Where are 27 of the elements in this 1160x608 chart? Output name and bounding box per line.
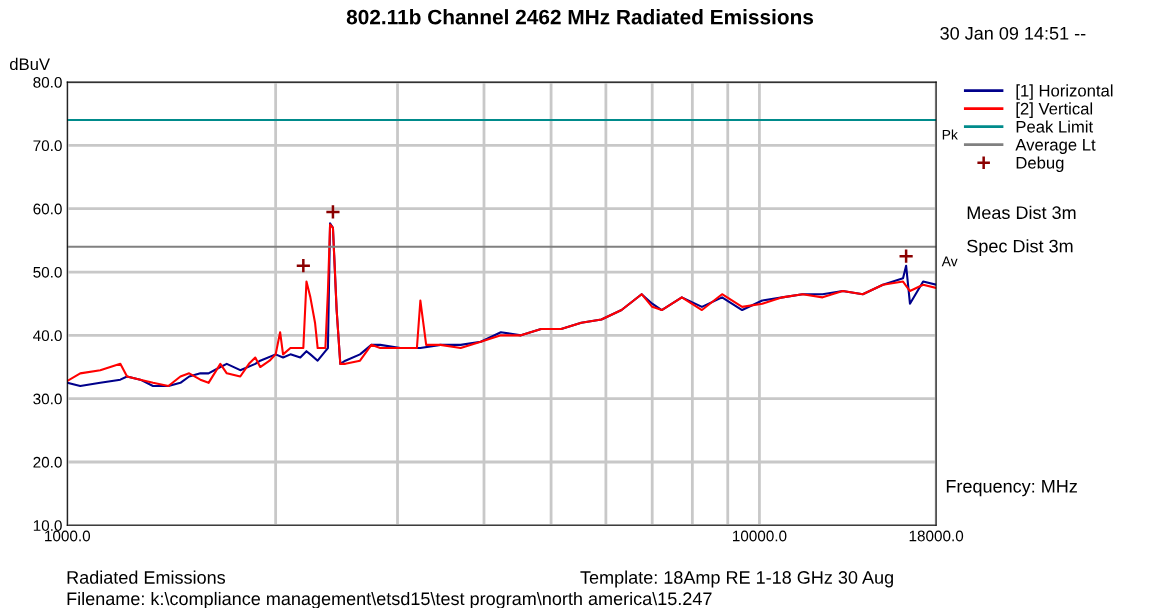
x-tick-label: 18000.0 (909, 530, 964, 542)
text: Radiated Emissions (67, 570, 226, 584)
legend-label: Debug (1016, 156, 1064, 173)
text: 30 Jan 09 14:51 -- (940, 26, 1086, 40)
y-tick-label: 70.0 (33, 140, 62, 152)
y-tick-label: 30.0 (33, 393, 62, 405)
text: Filename: k:\compliance management\etsd15\test program\north america\15.247 (67, 591, 712, 608)
x-axis-title: Frequency: MHz (946, 480, 1077, 497)
legend-label: [1] Horizontal (1016, 84, 1113, 100)
y-axis-title: dBuV (9, 57, 50, 71)
y-tick-label: 40.0 (33, 330, 62, 342)
y-tick-label: 20.0 (33, 456, 62, 468)
text: Template: 18Amp RE 1-18 GHz 30 Aug (580, 570, 893, 588)
x-tick-label: 1000.0 (45, 530, 91, 542)
chart-title: 802.11b Channel 2462 MHz Radiated Emissions (346, 9, 814, 25)
legend-label: Average Lt (1015, 139, 1096, 154)
y-tick-label: 50.0 (33, 266, 62, 278)
legend-label: Peak Limit (1016, 120, 1094, 133)
text: Meas Dist 3m (967, 205, 1076, 220)
annotation: Av (941, 256, 958, 267)
x-tick-label: 10000.0 (732, 530, 787, 542)
y-tick-label: 80.0 (33, 76, 62, 88)
y-tick-label: 10.0 (33, 520, 62, 531)
annotation: Pk (942, 129, 958, 140)
y-tick-label: 60.0 (33, 203, 62, 215)
text: Spec Dist 3m (967, 239, 1073, 257)
legend-label: [2] Vertical (1016, 102, 1093, 118)
